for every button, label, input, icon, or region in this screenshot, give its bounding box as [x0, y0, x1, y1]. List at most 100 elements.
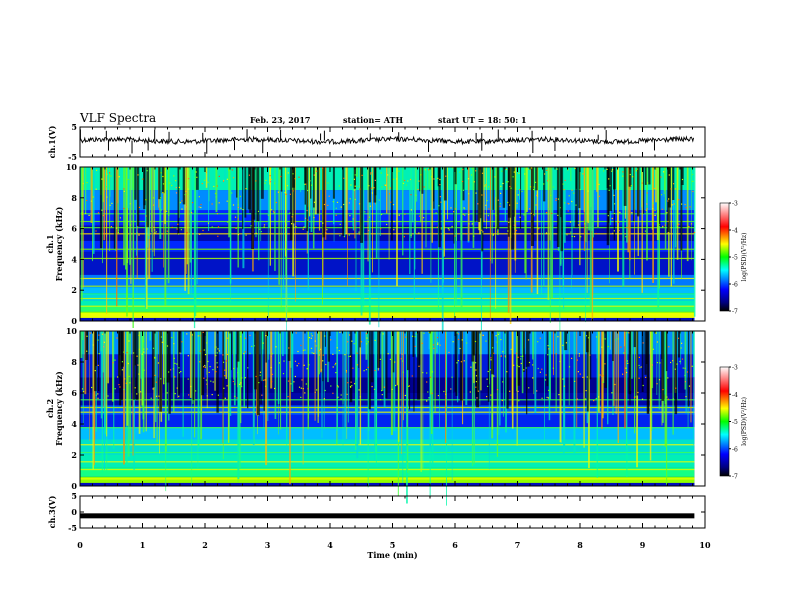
sferic-streak	[415, 167, 418, 202]
speckle	[309, 180, 311, 182]
speckle	[270, 167, 272, 169]
speckle	[187, 193, 189, 195]
speckle	[374, 339, 376, 341]
dark-streak	[244, 167, 247, 218]
sferic-streak	[428, 331, 430, 350]
spectrogram-line	[80, 444, 695, 446]
sferic-streak	[415, 331, 418, 357]
speckle	[340, 398, 342, 400]
speckle	[636, 168, 638, 170]
speckle	[548, 348, 550, 350]
speckle	[369, 205, 371, 207]
speckle	[462, 168, 464, 171]
speckle	[646, 208, 648, 210]
sferic-streak	[646, 167, 648, 261]
speckle	[677, 224, 679, 226]
speckle	[628, 332, 630, 334]
sferic-streak	[90, 167, 93, 223]
speckle	[271, 381, 273, 383]
speckle	[530, 212, 532, 214]
speckle	[207, 181, 209, 183]
speckle	[490, 357, 492, 359]
sferic-streak	[224, 331, 226, 360]
speckle	[347, 341, 349, 343]
speckle	[117, 229, 120, 231]
speckle	[481, 194, 483, 196]
speckle	[533, 188, 535, 191]
speckle	[330, 339, 332, 341]
dark-streak	[606, 167, 609, 188]
speckle	[345, 371, 348, 373]
speckle	[686, 371, 688, 373]
speckle	[240, 207, 242, 209]
speckle	[217, 235, 219, 237]
sferic-streak	[649, 331, 652, 461]
sferic-streak	[596, 331, 598, 359]
speckle	[86, 335, 88, 337]
y-tick-label: 10	[66, 326, 78, 336]
speckle	[380, 172, 382, 174]
speckle	[337, 396, 339, 398]
speckle	[91, 386, 93, 389]
speckle	[239, 383, 241, 385]
sferic-streak	[145, 331, 147, 432]
speckle	[414, 336, 416, 338]
speckle	[199, 335, 201, 337]
speckle	[533, 213, 535, 215]
sferic-streak	[318, 167, 321, 231]
sferic-streak	[89, 331, 90, 441]
y-tick-label: 6	[71, 388, 77, 398]
spectrogram-band	[80, 287, 695, 294]
speckle	[216, 185, 218, 187]
speckle	[626, 360, 628, 362]
speckle	[137, 364, 139, 366]
sferic-streak	[431, 331, 434, 465]
speckle	[191, 202, 194, 204]
speckle	[689, 206, 691, 208]
speckle	[642, 342, 644, 344]
speckle	[127, 178, 129, 181]
sferic-streak	[164, 167, 167, 306]
dark-streak	[134, 167, 137, 200]
speckle	[662, 225, 664, 227]
speckle	[338, 350, 340, 352]
speckle	[337, 385, 339, 387]
speckle	[423, 332, 425, 334]
speckle	[350, 381, 352, 383]
plot-start-time: start UT = 18: 50: 1	[438, 115, 527, 125]
dark-streak	[413, 331, 415, 412]
sferic-streak	[84, 331, 87, 395]
sferic-streak	[486, 167, 487, 229]
speckle	[578, 355, 580, 357]
sferic-streak	[115, 167, 117, 251]
speckle	[475, 192, 477, 194]
dark-streak	[647, 331, 649, 414]
speckle	[439, 184, 441, 186]
speckle	[578, 353, 580, 355]
sferic-streak	[345, 167, 348, 235]
plot-date: Feb. 23, 2017	[250, 115, 311, 125]
speckle	[153, 197, 155, 199]
sferic-streak	[268, 167, 271, 228]
speckle	[298, 362, 300, 365]
speckle	[580, 236, 582, 238]
dark-streak	[455, 331, 458, 396]
dark-streak	[231, 331, 232, 371]
dark-streak	[166, 331, 170, 383]
speckle	[520, 355, 522, 357]
speckle	[535, 204, 537, 206]
speckle	[383, 386, 385, 388]
speckle	[86, 199, 88, 202]
spectrogram-line	[80, 399, 695, 401]
speckle	[143, 340, 145, 342]
speckle	[304, 349, 306, 351]
speckle	[604, 338, 606, 340]
speckle	[433, 347, 435, 349]
colorbar-tick-label: -3	[732, 201, 738, 208]
speckle	[343, 177, 345, 179]
speckle	[275, 346, 277, 348]
sferic-streak	[587, 167, 589, 224]
speckle	[371, 386, 373, 388]
speckle	[467, 178, 470, 180]
speckle	[205, 171, 207, 173]
